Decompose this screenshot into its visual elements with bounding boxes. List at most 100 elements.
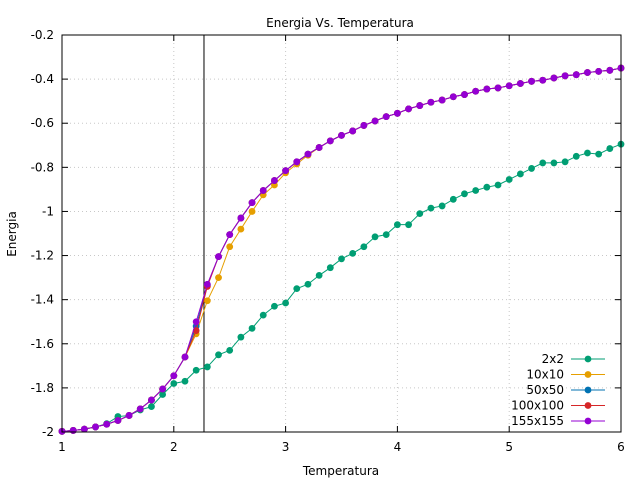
x-tick-label: 6 <box>617 440 625 454</box>
data-point <box>550 159 558 167</box>
data-point <box>271 302 278 310</box>
data-point <box>103 420 111 428</box>
y-tick-label: -1.6 <box>31 337 54 351</box>
data-point <box>282 299 289 307</box>
data-point <box>192 327 200 334</box>
axis-ticks: 1 2 3 4 5 6 -2 -1.8 -1.6 -1.4 -1.2 -1 -0.8 -0.6 -0.4 -0… <box>31 28 625 454</box>
x-tick-label: 4 <box>394 440 402 454</box>
data-point <box>595 67 603 75</box>
data-point <box>349 249 357 257</box>
data-point <box>338 255 345 263</box>
data-point <box>528 165 535 172</box>
data-point <box>203 297 211 305</box>
data-point <box>259 187 267 194</box>
data-point <box>159 385 167 393</box>
legend-label: 10x10 <box>526 368 564 382</box>
data-point <box>181 353 189 361</box>
y-tick-label: -1.8 <box>31 381 54 395</box>
data-point <box>405 221 412 229</box>
legend-marker <box>584 386 592 394</box>
data-point <box>203 280 211 288</box>
data-point <box>416 210 424 218</box>
data-point <box>438 202 446 210</box>
data-point <box>461 190 468 198</box>
y-tick-label: -1 <box>42 204 54 218</box>
y-tick-label: -0.8 <box>31 160 54 174</box>
legend-label: 2x2 <box>542 352 564 366</box>
data-point <box>394 109 401 117</box>
data-point <box>69 427 77 434</box>
y-tick-label: -1.4 <box>31 293 54 307</box>
legend-label: 100x100 <box>511 399 564 413</box>
data-point <box>293 158 301 166</box>
y-tick-label: -0.4 <box>31 72 54 86</box>
data-point <box>315 272 323 279</box>
x-tick-label: 3 <box>282 440 290 454</box>
data-point <box>248 208 256 215</box>
chart-title: Energia Vs. Temperatura <box>266 16 414 30</box>
data-point <box>371 117 379 125</box>
legend-label: 155x155 <box>511 414 564 428</box>
series-lines <box>58 64 625 435</box>
data-point <box>293 285 301 293</box>
data-point <box>505 82 513 90</box>
data-point <box>170 372 178 380</box>
data-point <box>494 181 502 189</box>
legend-marker <box>584 417 592 425</box>
data-point <box>561 72 569 80</box>
data-point <box>371 233 379 241</box>
data-point <box>572 71 580 79</box>
legend-marker <box>584 355 592 363</box>
data-point <box>92 423 99 431</box>
data-point <box>148 403 155 411</box>
data-point <box>304 280 312 288</box>
y-tick-label: -2 <box>42 425 54 439</box>
data-point <box>226 231 234 239</box>
y-axis-label: Energia <box>5 211 19 257</box>
data-point <box>237 225 245 233</box>
data-point <box>248 199 256 207</box>
data-point <box>584 149 591 157</box>
data-point <box>237 214 245 222</box>
data-point <box>192 318 200 326</box>
data-point <box>80 425 88 433</box>
data-point <box>606 145 614 152</box>
data-point <box>539 76 547 84</box>
data-point <box>148 396 155 404</box>
data-point <box>516 170 524 178</box>
data-point <box>237 333 245 341</box>
data-point <box>528 77 535 85</box>
data-point <box>181 377 189 385</box>
data-point <box>125 412 133 419</box>
data-point <box>282 167 289 175</box>
data-point <box>226 346 234 354</box>
series-155x155 <box>58 64 625 435</box>
data-point <box>405 105 412 113</box>
legend-marker <box>584 371 592 378</box>
data-point <box>472 87 480 95</box>
legend-marker <box>584 402 592 409</box>
data-point <box>416 102 424 109</box>
data-point <box>472 187 480 194</box>
data-point <box>382 113 390 121</box>
data-point <box>170 380 178 387</box>
data-point <box>438 96 446 104</box>
data-point <box>226 243 234 251</box>
data-point <box>394 221 401 229</box>
data-point <box>326 137 334 145</box>
data-point <box>382 231 390 239</box>
data-point <box>360 122 368 129</box>
data-point <box>483 183 491 191</box>
data-point <box>505 176 513 183</box>
data-point <box>215 274 222 282</box>
data-point <box>159 391 167 398</box>
data-point <box>494 84 502 92</box>
data-point <box>203 363 211 371</box>
data-point <box>248 324 256 332</box>
plot-frame <box>61 34 622 433</box>
legend-label: 50x50 <box>526 383 564 397</box>
data-point <box>215 253 222 261</box>
